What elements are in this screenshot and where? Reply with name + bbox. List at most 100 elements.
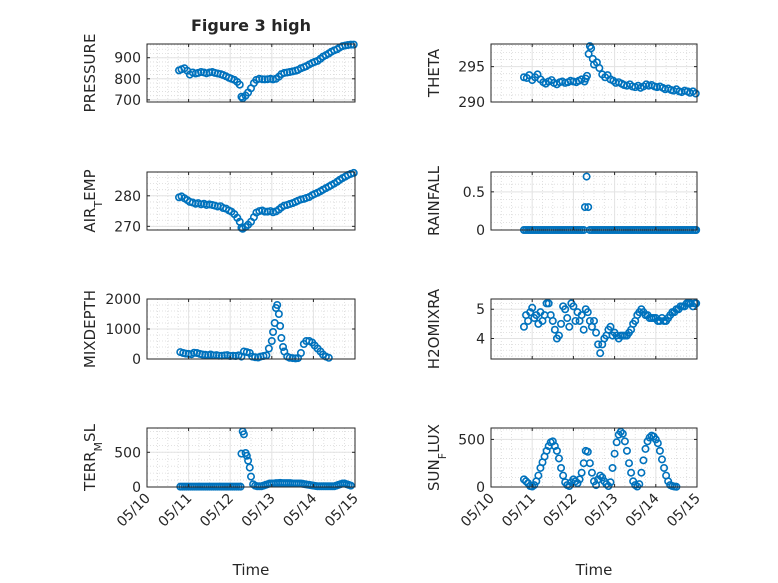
data-point <box>277 333 286 342</box>
y-axis-label: THETA <box>425 48 443 98</box>
y-axis-label: AIRTEMP <box>81 169 105 232</box>
data-point <box>550 325 559 334</box>
data-point <box>239 430 248 439</box>
data-point <box>596 349 605 358</box>
data-point <box>557 319 566 328</box>
data-point <box>582 71 591 80</box>
data-point <box>565 322 574 331</box>
y-tick-label: 290 <box>458 95 485 111</box>
y-tick-label: 800 <box>114 72 141 88</box>
data-point <box>587 44 596 53</box>
data-point <box>274 309 283 318</box>
data-point <box>579 325 588 334</box>
axes-background <box>147 428 355 487</box>
data-point <box>608 463 617 472</box>
data-point <box>589 316 598 325</box>
data-point <box>235 80 244 89</box>
data-point <box>519 322 528 331</box>
data-point <box>692 299 701 308</box>
data-point <box>245 463 254 472</box>
data-point <box>346 40 355 49</box>
data-point <box>552 446 561 455</box>
subplot-theta: 290 295 THETA <box>425 42 700 111</box>
data-point <box>544 299 553 308</box>
series-pressure <box>175 40 358 103</box>
data-point <box>606 322 615 331</box>
data-point <box>251 353 260 362</box>
axes-box <box>146 427 356 488</box>
data-point <box>585 459 594 468</box>
data-point <box>554 331 563 340</box>
data-point <box>279 342 288 351</box>
data-point <box>324 353 333 362</box>
y-tick-label: 500 <box>458 432 485 448</box>
series-air_temp <box>175 168 358 233</box>
subplot-air_temp: 270 280 AIRTEMP <box>81 168 358 235</box>
y-axis-label: PRESSURE <box>81 34 99 113</box>
data-point <box>273 300 282 309</box>
y-tick-label: 700 <box>114 93 141 109</box>
data-point <box>657 455 666 464</box>
y-tick-label: 4 <box>476 332 485 348</box>
data-point <box>522 477 531 486</box>
data-point <box>255 74 264 83</box>
data-point <box>575 475 584 484</box>
data-point <box>524 316 533 325</box>
data-point <box>660 463 669 472</box>
data-point <box>577 468 586 477</box>
series-sun_flux <box>519 427 681 491</box>
y-tick-label: 0 <box>476 480 485 496</box>
y-tick-label: 1000 <box>105 322 141 338</box>
series-theta <box>519 42 700 98</box>
data-point <box>637 468 646 477</box>
data-point <box>641 444 650 453</box>
y-tick-label: 0.5 <box>463 185 485 201</box>
data-point <box>618 429 627 438</box>
data-point <box>571 316 580 325</box>
data-point <box>526 308 535 317</box>
series-h2omixra <box>519 299 701 358</box>
y-axis-label: SUNFLUX <box>425 424 449 491</box>
data-point <box>563 314 572 323</box>
data-point <box>583 447 592 456</box>
y-axis-label: TERRMSL <box>81 423 105 492</box>
data-point <box>639 456 648 465</box>
data-point <box>288 354 297 363</box>
data-point <box>620 437 629 446</box>
y-tick-label: 500 <box>114 445 141 461</box>
data-point <box>595 64 604 73</box>
axes-box <box>490 171 698 231</box>
figure-title: Figure 3 high <box>191 16 311 35</box>
y-tick-label: 270 <box>114 219 141 235</box>
data-point <box>571 477 580 486</box>
data-point <box>691 89 700 98</box>
axes-box <box>146 171 356 231</box>
data-point <box>583 308 592 317</box>
data-point <box>205 68 214 77</box>
data-point <box>587 468 596 477</box>
data-point <box>606 478 615 487</box>
data-point <box>592 328 601 337</box>
axes-box <box>490 298 698 360</box>
data-point <box>349 40 358 49</box>
data-point <box>242 451 251 460</box>
data-point <box>548 316 557 325</box>
data-point <box>582 172 591 181</box>
x-axis-label-left: Time <box>232 561 270 579</box>
data-point <box>584 203 593 212</box>
data-point <box>596 471 605 480</box>
axes-box <box>490 427 698 488</box>
data-point <box>267 336 276 345</box>
data-point <box>653 439 662 448</box>
subplot-pressure: 700 800 900 PRESSURE <box>81 34 358 113</box>
data-point <box>247 472 256 481</box>
y-tick-label: 0 <box>476 223 485 239</box>
subplot-h2omixra: 4 5 H2OMIXRA <box>425 288 701 369</box>
data-point <box>263 75 272 84</box>
y-axis-label: RAINFALL <box>425 165 443 236</box>
y-tick-label: 0 <box>132 480 141 496</box>
y-tick-label: 5 <box>476 302 485 318</box>
data-point <box>554 454 563 463</box>
data-point <box>244 456 253 465</box>
